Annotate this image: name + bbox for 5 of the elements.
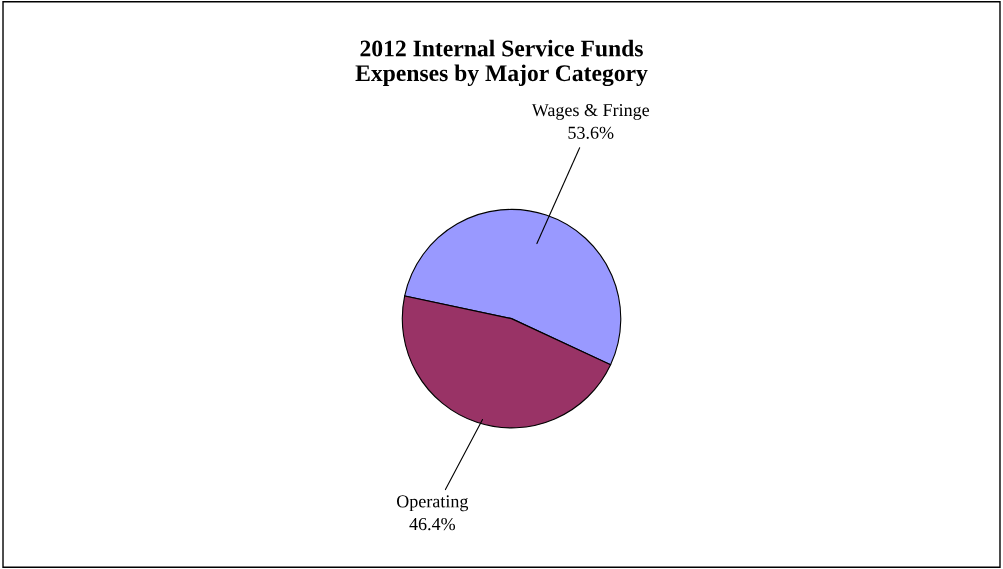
slice-label: Operating	[396, 495, 469, 512]
data-label: 46.4%	[409, 517, 456, 531]
slice-label: Wages & Fringe	[531, 103, 650, 120]
chart-title: 2012 Internal Service Funds Expenses by Major Category	[355, 39, 648, 87]
data-label: 53.6%	[568, 126, 614, 139]
